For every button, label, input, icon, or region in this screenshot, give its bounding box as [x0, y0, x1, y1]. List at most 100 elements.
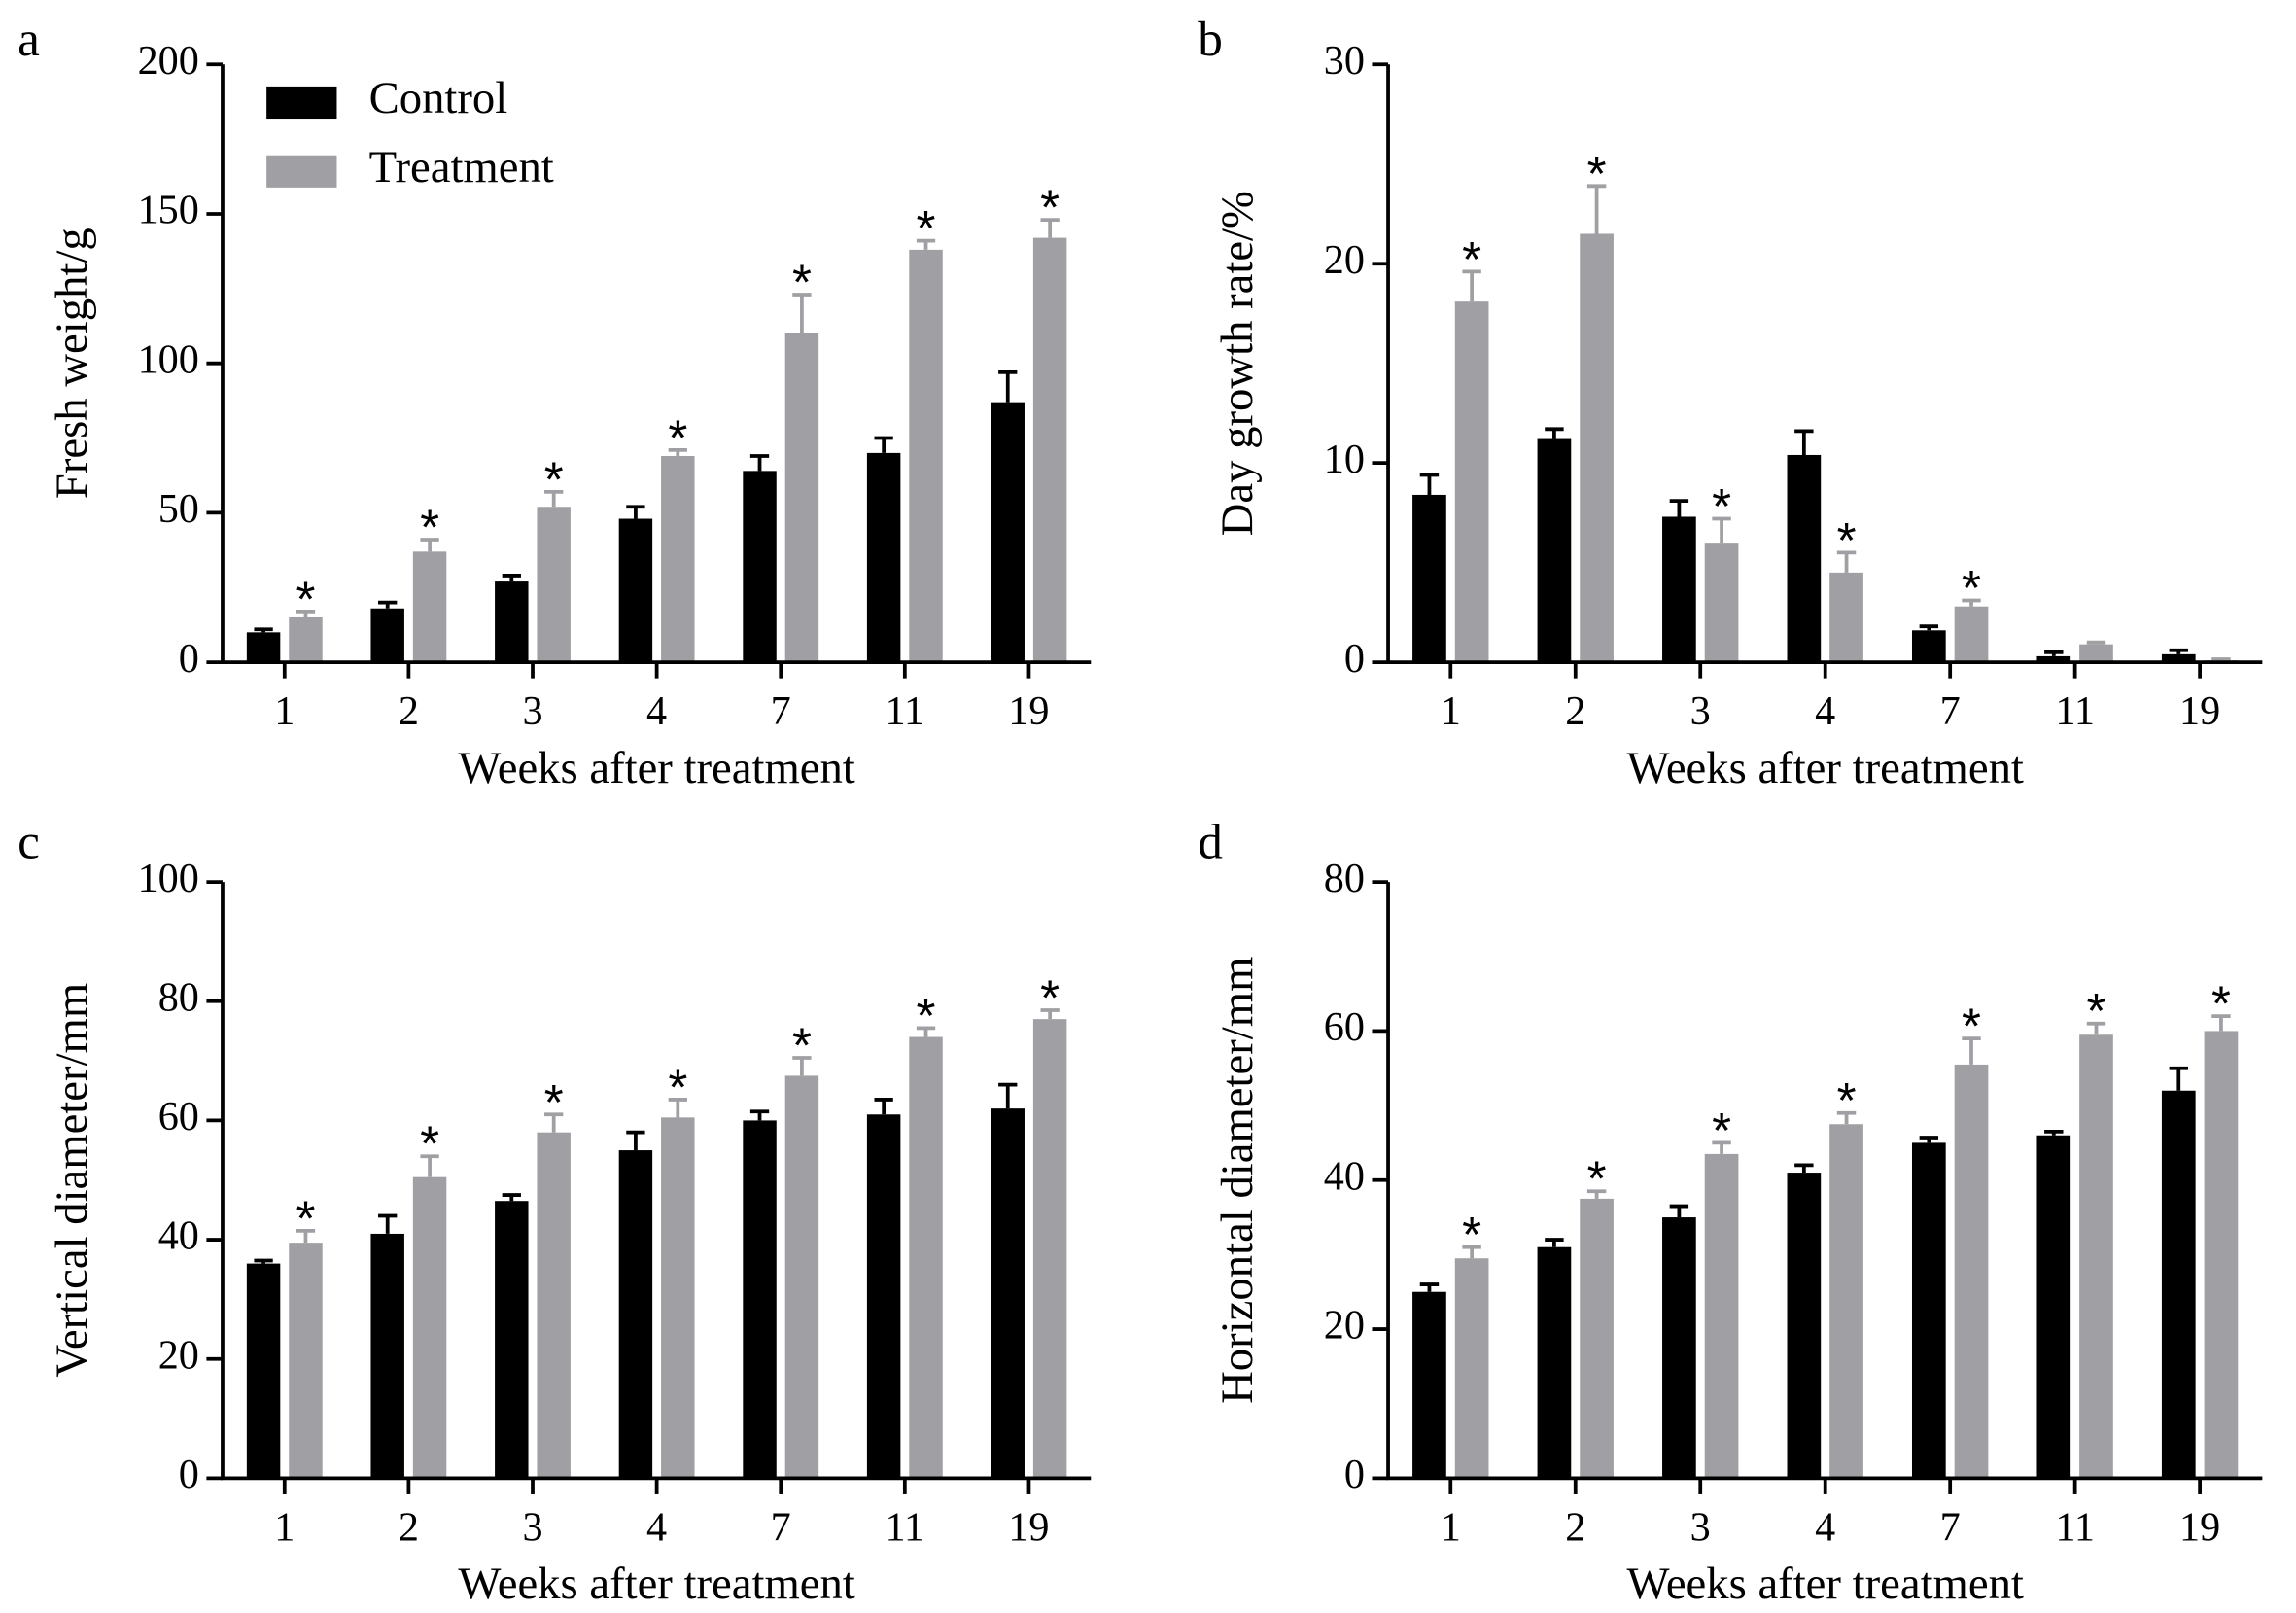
significance-mark: * — [1462, 1207, 1481, 1262]
significance-mark: * — [668, 1059, 687, 1114]
bar — [537, 507, 571, 663]
bar — [991, 1108, 1025, 1479]
y-tick-label: 80 — [1324, 856, 1365, 901]
bar — [661, 1117, 695, 1479]
significance-mark: * — [1712, 478, 1731, 534]
error-bar — [1419, 473, 1440, 495]
axes — [221, 64, 1092, 664]
bar — [412, 1176, 447, 1479]
legend-swatch — [266, 155, 337, 188]
bar — [784, 333, 819, 663]
error-bar — [998, 370, 1018, 403]
error-bar — [916, 1026, 936, 1037]
bar — [1580, 1198, 1614, 1479]
x-tick-label: 7 — [1940, 1504, 1961, 1550]
x-axis-label: Weeks after treatment — [1627, 1559, 2024, 1609]
significance-mark: * — [1040, 180, 1060, 235]
legend-label: Treatment — [369, 142, 554, 193]
significance-mark: * — [544, 451, 564, 507]
bar — [1662, 1217, 1696, 1479]
y-tick-label: 20 — [158, 1332, 199, 1378]
bar — [370, 1233, 404, 1479]
error-bar — [1586, 1189, 1607, 1199]
significance-mark: * — [668, 409, 687, 465]
bar — [2036, 1135, 2071, 1479]
significance-mark: * — [296, 571, 316, 626]
bar — [246, 1263, 281, 1479]
error-bar — [998, 1082, 1018, 1109]
bar — [2204, 1031, 2239, 1479]
bar — [1537, 438, 1572, 663]
significance-mark: * — [917, 200, 936, 256]
significance-mark: * — [917, 988, 936, 1043]
axes — [221, 882, 1092, 1481]
bar — [495, 581, 529, 663]
error-bar — [1040, 1008, 1060, 1020]
x-tick-label: 3 — [522, 1504, 542, 1550]
x-tick-label: 2 — [1565, 688, 1585, 734]
significance-mark: * — [1837, 1072, 1857, 1128]
significance-mark: * — [1837, 512, 1857, 568]
x-tick-label: 1 — [1441, 688, 1461, 734]
significance-mark: * — [2211, 976, 2231, 1032]
x-tick-label: 3 — [1690, 688, 1711, 734]
significance-mark: * — [296, 1190, 316, 1245]
error-bar — [2169, 648, 2188, 654]
significance-mark: * — [1462, 231, 1481, 287]
y-tick-label: 50 — [158, 486, 199, 532]
error-bar — [792, 1056, 812, 1076]
error-bar — [2044, 649, 2064, 656]
error-bar — [916, 238, 936, 250]
bar — [1787, 1173, 1822, 1479]
error-bar — [1669, 1204, 1689, 1218]
x-tick-label: 7 — [771, 688, 791, 734]
error-bar — [2211, 657, 2231, 661]
error-bar — [254, 1258, 273, 1264]
x-tick-label: 3 — [1690, 1504, 1711, 1550]
significance-mark: * — [420, 1116, 439, 1172]
error-bar — [1545, 1238, 1564, 1247]
y-tick-label: 60 — [1324, 1004, 1365, 1050]
bar — [661, 455, 695, 663]
bar — [784, 1075, 819, 1479]
x-tick-label: 11 — [886, 1504, 925, 1550]
bar — [618, 518, 653, 663]
bar — [289, 616, 323, 663]
bar — [909, 1036, 943, 1479]
error-bar — [1962, 598, 1981, 607]
x-tick-label: 11 — [2055, 688, 2095, 734]
bar — [1911, 1142, 1946, 1479]
error-bar — [2086, 640, 2106, 645]
error-bar — [626, 1130, 645, 1151]
bar — [1704, 543, 1739, 663]
x-tick-label: 19 — [1008, 1504, 1049, 1550]
bar — [1662, 516, 1696, 663]
y-tick-label: 0 — [1344, 1452, 1365, 1497]
error-bar — [1794, 1163, 1814, 1174]
x-tick-label: 1 — [274, 1504, 295, 1550]
significance-mark: * — [792, 254, 812, 309]
bar — [1954, 606, 1989, 663]
bar — [246, 632, 281, 663]
significance-mark: * — [2087, 983, 2106, 1038]
x-axis-label: Weeks after treatment — [1627, 743, 2024, 793]
y-axis-label: Vertical diameter/mm — [47, 983, 97, 1378]
error-bar — [254, 627, 273, 633]
bar — [289, 1243, 323, 1479]
bar — [1412, 1291, 1446, 1479]
bar — [1412, 494, 1446, 663]
bar — [537, 1132, 571, 1479]
x-tick-label: 3 — [522, 688, 542, 734]
y-tick-label: 0 — [179, 1452, 199, 1497]
x-tick-label: 2 — [399, 688, 419, 734]
error-bar — [296, 1228, 316, 1244]
error-bar — [2044, 1130, 2064, 1136]
bar — [743, 1120, 777, 1479]
error-bar — [1040, 218, 1060, 238]
bar — [412, 551, 447, 663]
y-tick-label: 30 — [1324, 38, 1365, 84]
significance-mark: * — [792, 1018, 812, 1073]
error-bar — [1545, 427, 1564, 439]
bar — [2079, 644, 2113, 663]
